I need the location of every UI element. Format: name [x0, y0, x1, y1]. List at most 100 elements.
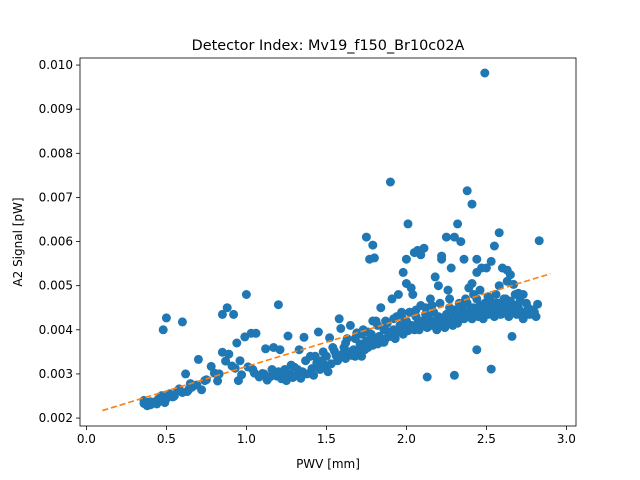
data-point [368, 240, 378, 250]
data-point [398, 267, 408, 277]
data-point [515, 296, 525, 306]
data-point [235, 356, 245, 366]
data-point [197, 385, 207, 395]
data-point [445, 294, 455, 304]
y-axis: 0.002 0.003 0.004 0.005 0.006 0.007 0.008 0.009… [39, 58, 80, 425]
data-point [419, 243, 429, 253]
x-tick-label: 2.5 [477, 432, 496, 446]
data-point [430, 272, 440, 282]
data-point [433, 281, 443, 291]
data-point [309, 370, 319, 380]
data-point [241, 290, 251, 299]
data-point [507, 331, 517, 341]
y-tick-label: 0.008 [39, 146, 73, 160]
y-tick-label: 0.004 [39, 323, 73, 337]
data-point [222, 303, 232, 313]
data-point [523, 303, 533, 313]
data-point [317, 356, 327, 366]
data-point [369, 253, 379, 263]
data-point [310, 351, 320, 361]
data-point [449, 232, 459, 242]
data-point [480, 68, 490, 78]
data-point [443, 285, 453, 295]
data-point [217, 309, 227, 319]
data-point [491, 298, 501, 308]
data-point [472, 345, 482, 355]
data-point [494, 228, 504, 238]
y-axis-label: A2 Signal [pW] [11, 197, 25, 286]
data-point [376, 303, 386, 313]
data-point [486, 256, 496, 266]
data-point [214, 369, 224, 379]
data-point [153, 394, 163, 404]
x-tick-label: 0.0 [77, 432, 96, 446]
data-point [462, 186, 472, 196]
data-point [403, 219, 413, 229]
x-tick-label: 1.5 [317, 432, 336, 446]
data-point [313, 327, 323, 337]
y-tick-label: 0.010 [39, 58, 73, 72]
x-tick-label: 1.0 [237, 432, 256, 446]
y-tick-label: 0.005 [39, 279, 73, 293]
data-point [325, 333, 335, 343]
data-point [483, 292, 493, 302]
data-point [301, 356, 311, 366]
data-point [169, 391, 179, 401]
data-point [489, 241, 499, 251]
y-tick-label: 0.007 [39, 190, 73, 204]
x-tick-label: 2.0 [397, 432, 416, 446]
data-point [299, 332, 309, 342]
data-point [161, 313, 171, 323]
data-point [221, 356, 231, 366]
data-point [437, 251, 447, 261]
data-marks [139, 68, 544, 411]
data-point [454, 298, 464, 308]
data-point [181, 369, 191, 379]
data-point [385, 177, 395, 187]
data-point [529, 307, 539, 317]
data-point [510, 290, 520, 299]
data-point [427, 301, 437, 310]
fit-line-group [102, 273, 551, 412]
data-point [411, 305, 421, 315]
data-point [502, 276, 512, 286]
data-point [336, 324, 346, 333]
plot-area [79, 57, 577, 427]
data-point [499, 294, 509, 304]
data-point [177, 317, 187, 327]
data-point [449, 370, 459, 380]
data-point [145, 397, 155, 407]
data-point [267, 365, 277, 374]
data-point [229, 309, 239, 319]
chart-title: Detector Index: Mv19_f150_Br10c02A [192, 38, 465, 54]
data-point [224, 349, 234, 359]
data-point [278, 369, 288, 379]
x-tick-label: 3.0 [557, 432, 576, 446]
data-point [472, 267, 482, 277]
data-point [158, 325, 168, 335]
data-point [518, 314, 528, 324]
data-point [441, 232, 451, 242]
data-point [333, 356, 343, 366]
x-axis-label: PWV [mm] [296, 457, 360, 471]
data-point [459, 254, 469, 264]
data-point [193, 354, 203, 364]
data-point [293, 365, 303, 374]
data-point [345, 320, 355, 330]
data-point [261, 344, 271, 354]
axes-frame [79, 57, 577, 427]
data-point [182, 387, 192, 397]
data-point [406, 283, 416, 293]
data-point [275, 345, 285, 355]
data-point [486, 364, 496, 374]
data-point [475, 285, 485, 295]
data-point [237, 370, 247, 380]
data-point [248, 365, 258, 374]
y-tick-label: 0.006 [39, 235, 73, 249]
data-point [456, 237, 466, 247]
data-point [467, 199, 477, 209]
data-point [286, 360, 296, 370]
data-point [379, 337, 389, 347]
